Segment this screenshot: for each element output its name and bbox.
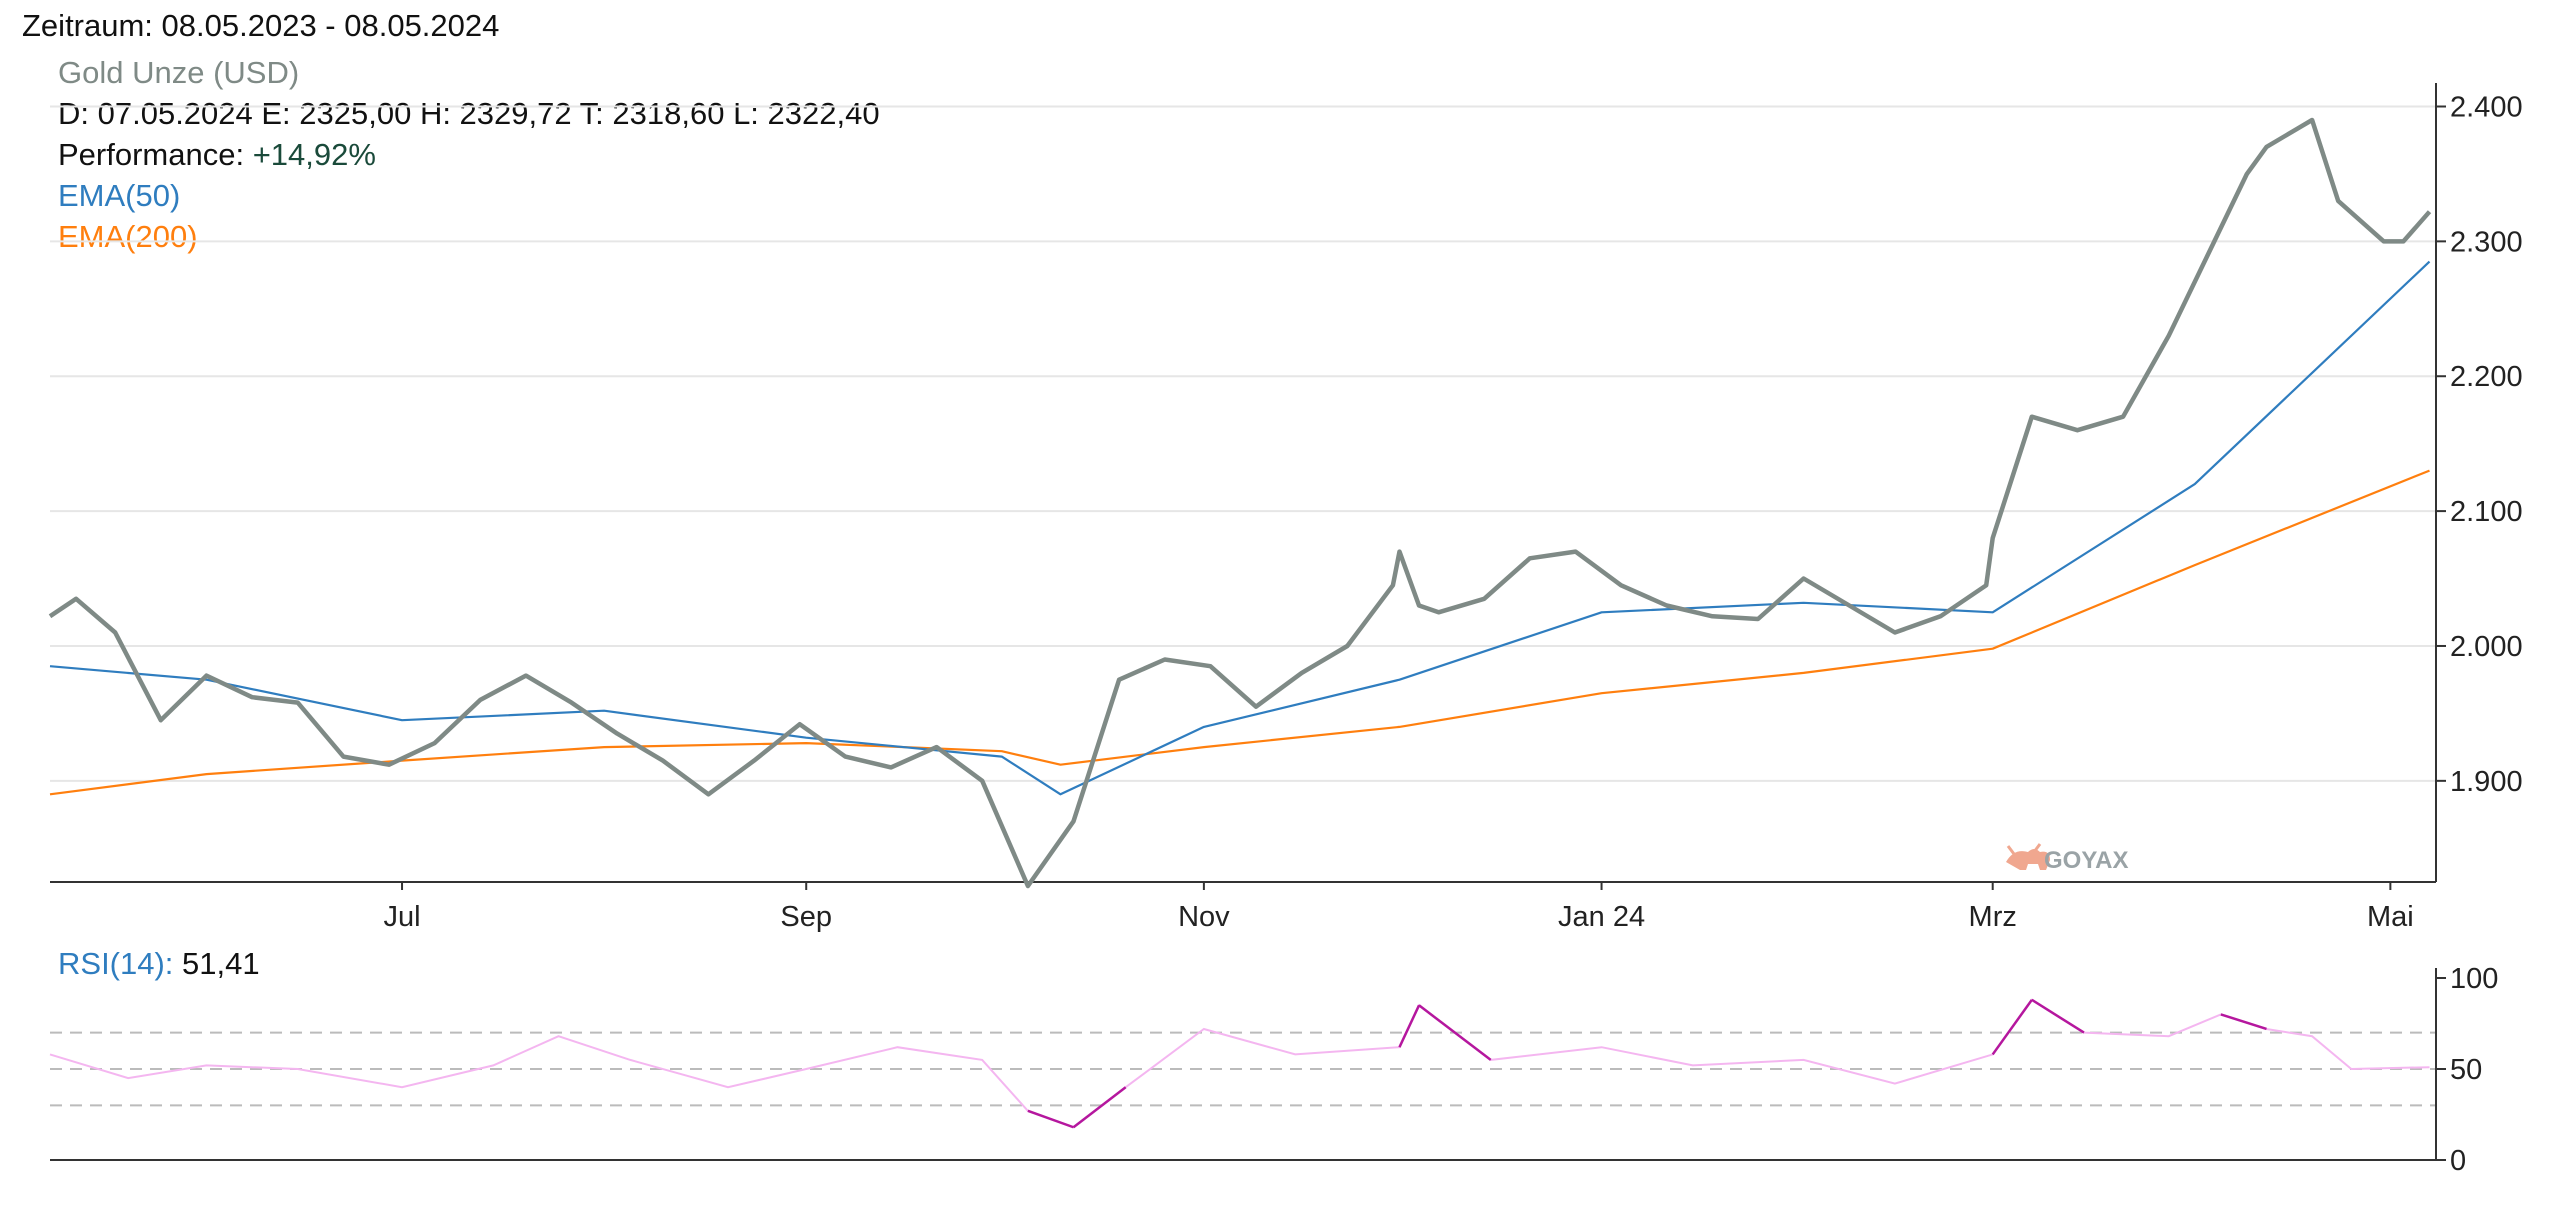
x-tick-label: Jul [383, 901, 420, 933]
rsi-extreme-segment [1418, 1004, 1492, 1061]
rsi-value: 51,41 [182, 946, 260, 981]
y-tick-label: 2.200 [2450, 361, 2523, 393]
price-line-group [48, 117, 2432, 889]
performance-value: +14,92% [252, 137, 376, 172]
watermark-text: GOYAX [2044, 847, 2128, 874]
quote-line: D: 07.05.2024 E: 2325,00 H: 2329,72 T: 2… [58, 96, 880, 131]
period-label: Zeitraum: 08.05.2023 - 08.05.2024 [22, 8, 500, 43]
y-tick-label: 2.000 [2450, 631, 2523, 663]
x-tick-label: Nov [1178, 901, 1230, 933]
rsi-y-tick-label: 0 [2450, 1145, 2466, 1177]
rsi-grid [50, 1031, 2436, 1107]
x-tick-label: Mai [2367, 901, 2414, 933]
y-tick-label: 2.400 [2450, 91, 2523, 123]
rsi-y-ticks: 0 50 100 [2436, 963, 2498, 1177]
ema50-line-group [49, 260, 2431, 796]
chart-legend: Gold Unze (USD) D: 07.05.2024 E: 2325,00… [58, 52, 880, 257]
rsi-extreme-segment [2031, 998, 2085, 1034]
rsi-y-tick-label: 50 [2450, 1054, 2482, 1086]
x-axis-ticks: Jul Sep Nov Jan 24 Mrz Mai [383, 882, 2414, 933]
rsi-extreme-segment [1072, 1086, 1127, 1129]
rsi-line-group [49, 998, 2430, 1129]
rsi-legend: RSI(14): 51,41 [58, 946, 260, 982]
y-tick-label: 2.100 [2450, 496, 2523, 528]
rsi-extreme-segment [1991, 999, 2033, 1056]
rsi-label: RSI(14): [58, 946, 174, 981]
rsi-extreme-segment [1027, 1109, 1074, 1129]
ema200-line-group [49, 469, 2430, 796]
performance-line: Performance: +14,92% [58, 134, 880, 175]
x-tick-label: Sep [780, 901, 832, 933]
price-axes [50, 83, 2437, 883]
rsi-axes [50, 968, 2437, 1161]
x-tick-label: Jan 24 [1558, 901, 1645, 933]
rsi-line [49, 998, 2430, 1129]
legend-ema50: EMA(50) [58, 178, 181, 213]
y-axis-ticks: 1.900 2.000 2.100 2.200 2.300 2.400 [2436, 91, 2523, 798]
performance-label: Performance: [58, 137, 245, 172]
ema200-line [49, 469, 2430, 796]
price-grid [50, 105, 2436, 782]
price-line [48, 117, 2432, 889]
y-tick-label: 2.300 [2450, 226, 2523, 258]
bull-logo-icon [2006, 843, 2050, 870]
goyax-watermark: GOYAX [2006, 843, 2128, 874]
rsi-extreme-segment [1398, 1004, 1421, 1048]
instrument-name: Gold Unze (USD) [58, 55, 300, 90]
x-tick-label: Mrz [1969, 901, 2017, 933]
legend-ema200: EMA(200) [58, 219, 198, 254]
ema50-line [49, 260, 2431, 796]
y-tick-label: 1.900 [2450, 766, 2523, 798]
rsi-y-tick-label: 100 [2450, 963, 2498, 995]
rsi-extreme-segment [2220, 1013, 2267, 1031]
